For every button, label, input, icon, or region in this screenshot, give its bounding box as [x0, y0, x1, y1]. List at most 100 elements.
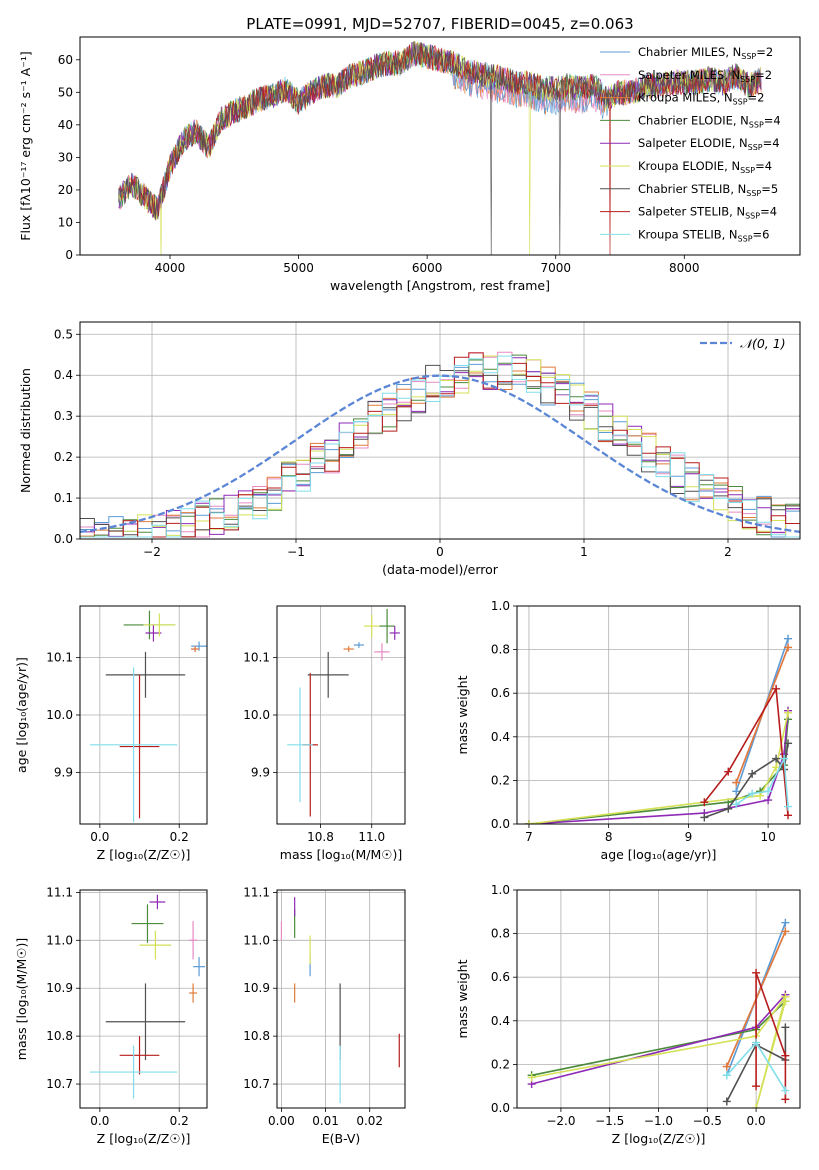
x-tick-label: 6000	[412, 261, 443, 275]
x-tick-label: 4000	[155, 261, 186, 275]
errorbar-point	[131, 904, 164, 943]
y-tick-label: 0.0	[54, 532, 73, 546]
plot-area	[89, 894, 206, 1099]
y-axis-label: Normed distribution	[18, 368, 33, 493]
legend-label: Chabrier STELIB, NSSP=5	[638, 182, 778, 198]
y-tick-label: 0	[65, 248, 73, 262]
weight-line-chabrier-stelib	[726, 1027, 787, 1102]
x-tick-label: 0.2	[170, 830, 189, 844]
weight-marker	[732, 800, 741, 809]
y-tick-label: 10.1	[243, 651, 270, 665]
y-tick-label: 11.1	[243, 885, 270, 899]
legend-subscript: SSP	[746, 189, 761, 198]
panel-age-vs-Z: 0.0 0.2 9.9 10.0 10.1 Z [log₁₀(Z/Z☉)] age [log…	[14, 605, 208, 862]
weight-marker	[524, 820, 533, 824]
weight-marker	[748, 789, 757, 798]
y-tick-label: 40	[58, 118, 73, 132]
x-tick-label: 0.0	[747, 1114, 766, 1128]
weight-marker	[784, 643, 793, 652]
legend-label: Salpeter ELODIE, NSSP=4	[638, 136, 780, 152]
legend-entry: Chabrier STELIB, NSSP=5	[600, 182, 778, 198]
y-tick-label: 9.9	[251, 765, 270, 779]
errorbar-point	[119, 674, 160, 819]
plot-area	[287, 608, 400, 817]
axes-frame	[79, 889, 208, 1109]
weight-marker	[752, 968, 761, 977]
legend-subscript: SSP	[740, 75, 755, 84]
x-axis-label: mass [log₁₀(M/M☉)]	[280, 847, 402, 862]
y-tick-label: 0.0	[491, 817, 510, 831]
legend-entry: Kroupa ELODIE, NSSP=4	[600, 159, 772, 175]
x-axis-label: Z [log₁₀(Z/Z☉)]	[612, 1131, 706, 1146]
y-tick-label: 0.8	[491, 643, 510, 657]
axes-frame	[276, 605, 406, 825]
panel-mass-vs-EBV: 0.00 0.01 0.02 10.7 10.8 10.9 11.0 11.1 E(B-V)	[243, 885, 406, 1146]
x-tick-label: 0.00	[268, 1114, 295, 1128]
errorbar-point	[389, 626, 400, 640]
errorbar-point	[307, 651, 349, 698]
legend-subscript: SSP	[749, 120, 764, 129]
legend-count: =2	[756, 45, 773, 59]
panel-spectrum: 4000 5000 6000 7000 8000 0 10 20 30 40 50 60 wavelen…	[18, 36, 801, 293]
plot-area	[80, 351, 800, 539]
y-tick-label: 10.8	[243, 1029, 270, 1043]
figure-title: PLATE=0991, MJD=52707, FIBERID=0045, z=0…	[246, 15, 633, 33]
legend-entry: Salpeter ELODIE, NSSP=4	[600, 136, 780, 152]
x-tick-label: −1	[287, 545, 305, 559]
axes-frame	[516, 605, 801, 825]
y-tick-label: 0.3	[54, 409, 73, 423]
panel-age-vs-mass: 10.8 11.0 9.9 10.0 10.1 mass [log₁₀(M/M☉)]	[243, 605, 406, 862]
y-tick-label: 0.8	[491, 927, 510, 941]
panel-residuals: −2 −1 0 1 2 0.0 0.1 0.2 0.3 0.4 0.5 (data-model)/er…	[18, 321, 801, 577]
y-tick-label: 0.1	[54, 491, 73, 505]
y-tick-label: 10.9	[243, 981, 270, 995]
y-tick-label: 0.6	[491, 686, 510, 700]
normal-curve	[80, 374, 800, 533]
weight-marker	[784, 811, 793, 820]
y-tick-label: 10.8	[46, 1029, 73, 1043]
weight-line-salpeter-stelib	[703, 686, 789, 816]
weight-marker	[724, 804, 733, 813]
y-tick-label: 1.0	[491, 599, 510, 613]
errorbar-point	[189, 983, 198, 1003]
weight-marker	[752, 1104, 761, 1108]
y-tick-label: 11.0	[243, 933, 270, 947]
weight-marker	[781, 918, 790, 927]
x-tick-label: 0	[436, 545, 444, 559]
weight-marker	[722, 1071, 731, 1080]
axes-frame	[79, 36, 801, 256]
y-tick-label: 10.7	[243, 1077, 270, 1091]
weight-marker	[781, 1051, 790, 1060]
weight-marker	[700, 813, 709, 822]
y-tick-label: 0.2	[54, 450, 73, 464]
legend-count: =4	[755, 159, 772, 173]
errorbar-point	[287, 687, 313, 803]
weight-marker	[764, 787, 773, 796]
weight-marker	[780, 754, 789, 763]
legend-entry: Kroupa STELIB, NSSP=6	[600, 227, 769, 243]
errorbar-point	[149, 894, 166, 910]
x-axis-label: Z [log₁₀(Z/Z☉)]	[97, 847, 191, 862]
x-axis-label: wavelength [Angstrom, rest frame]	[330, 278, 550, 293]
x-tick-label: 1	[580, 545, 588, 559]
y-tick-label: 0.4	[491, 730, 510, 744]
legend-label: Salpeter STELIB, NSSP=4	[638, 205, 777, 221]
y-axis-label: age [log₁₀(age/yr)]	[14, 657, 29, 773]
legend-count: =5	[761, 182, 778, 196]
legend-count: =2	[748, 91, 765, 105]
axes-frame	[276, 889, 406, 1109]
legend-subscript: SSP	[733, 98, 748, 107]
legend-count: =4	[764, 113, 781, 127]
x-tick-label: 7000	[540, 261, 571, 275]
legend-subscript: SSP	[738, 234, 753, 243]
x-tick-label: 2	[724, 545, 732, 559]
axes-frame	[79, 605, 208, 825]
y-tick-label: 20	[58, 183, 73, 197]
x-tick-label: 10	[760, 830, 775, 844]
errorbar-point	[379, 608, 395, 644]
weight-marker	[772, 763, 781, 772]
legend-subscript: SSP	[740, 166, 755, 175]
weight-marker	[722, 1062, 731, 1071]
y-axis-label: mass weight	[455, 675, 470, 754]
